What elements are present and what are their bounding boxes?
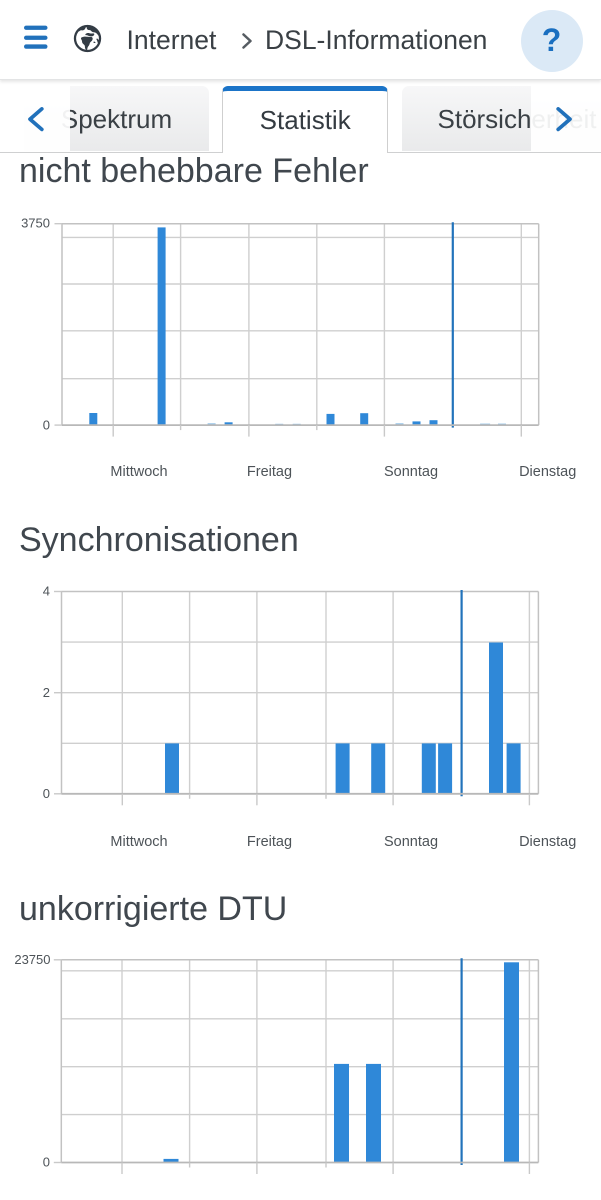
svg-text:2: 2 bbox=[43, 685, 50, 700]
svg-text:Dienstag: Dienstag bbox=[519, 464, 576, 480]
svg-text:3750: 3750 bbox=[21, 216, 50, 231]
svg-text:Sonntag: Sonntag bbox=[384, 834, 438, 850]
svg-text:Sonntag: Sonntag bbox=[384, 464, 438, 480]
svg-text:Freitag: Freitag bbox=[247, 834, 292, 850]
svg-text:23750: 23750 bbox=[14, 952, 50, 967]
svg-text:0: 0 bbox=[43, 1155, 50, 1170]
svg-text:0: 0 bbox=[43, 786, 50, 801]
svg-text:Freitag: Freitag bbox=[247, 464, 292, 480]
svg-text:Mittwoch: Mittwoch bbox=[110, 464, 167, 480]
svg-text:Dienstag: Dienstag bbox=[519, 834, 576, 850]
svg-text:0: 0 bbox=[43, 417, 50, 432]
svg-text:4: 4 bbox=[43, 584, 50, 599]
svg-text:Mittwoch: Mittwoch bbox=[110, 834, 167, 850]
